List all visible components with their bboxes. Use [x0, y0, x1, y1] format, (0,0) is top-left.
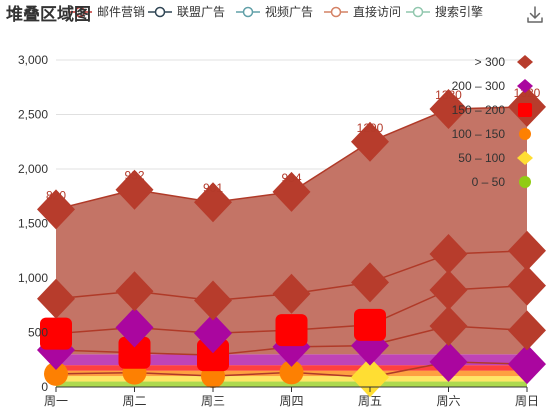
legend-label: 联盟广告 [177, 5, 225, 19]
legend-item[interactable]: 邮件营销 [68, 5, 145, 19]
x-tick-label: 周二 [122, 394, 146, 408]
series-3-marker [429, 269, 468, 310]
series-1-marker [508, 344, 546, 385]
data-labels: 820 932 901 934 1290 1330 1320 [46, 86, 541, 202]
series-5-marker [429, 89, 468, 130]
legend: 邮件营销 联盟广告 视频广告 直接访问 搜索引擎 [68, 4, 483, 19]
download-icon[interactable] [527, 6, 543, 23]
visual-map: > 300 200 – 300 150 – 200 100 – 150 50 – 100… [452, 55, 533, 189]
x-tick-label: 周五 [358, 394, 382, 408]
series-4-marker [351, 262, 389, 303]
legend-symbol [330, 6, 342, 18]
visual-map-label: 100 – 150 [452, 127, 506, 141]
visual-map-label: 150 – 200 [452, 103, 506, 117]
series-3-marker [194, 313, 232, 354]
x-tick-label: 周一 [44, 394, 68, 408]
series-4-marker [272, 273, 311, 314]
data-label: 932 [124, 169, 144, 183]
series-3-marker [508, 265, 546, 306]
y-tick-label: 2,500 [18, 108, 48, 122]
series-1-marker [429, 341, 468, 382]
series-2-marker [197, 339, 229, 372]
series-2-marker [429, 305, 468, 346]
data-label: 934 [281, 171, 301, 185]
series-4-marker [429, 234, 468, 275]
series-4-marker [194, 280, 232, 321]
series-4-marker [115, 271, 154, 312]
y-tick-label: 500 [28, 326, 48, 340]
y-tick-label: 1,000 [18, 271, 48, 285]
y-tick-label: 1,500 [18, 217, 48, 231]
data-label: 901 [203, 181, 223, 195]
data-label: 1290 [357, 121, 384, 135]
series-3-marker [115, 307, 154, 348]
visual-map-label: 0 – 50 [472, 175, 506, 189]
visual-map-swatch [519, 128, 531, 140]
series-2-marker [118, 336, 151, 369]
series-5-marker [272, 171, 311, 212]
series-4-marker [37, 278, 75, 319]
legend-item[interactable]: 视频广告 [236, 4, 313, 19]
legend-label: 搜索引擎 [435, 4, 483, 19]
x-tick-label: 周三 [201, 394, 225, 408]
legend-label: 邮件营销 [97, 5, 145, 19]
data-label: 1320 [514, 86, 541, 100]
data-label: 1330 [435, 88, 462, 102]
x-tick-label: 周六 [436, 394, 460, 408]
series-5-marker [194, 182, 232, 223]
legend-symbol [242, 6, 254, 18]
visual-map-swatch [517, 55, 533, 69]
series-3-marker [40, 317, 72, 350]
series-1-marker [44, 361, 68, 386]
visual-map-label: 50 – 100 [458, 151, 505, 165]
series-5-marker [37, 189, 75, 230]
legend-item[interactable]: 联盟广告 [148, 5, 225, 19]
legend-item[interactable]: 搜索引擎 [406, 4, 483, 19]
data-label: 820 [46, 188, 66, 202]
series-4-marker [508, 230, 546, 271]
y-tick-label: 2,000 [18, 162, 48, 176]
y-tick-label: 3,000 [18, 53, 48, 67]
legend-label: 视频广告 [265, 4, 313, 19]
x-tick-label: 周四 [279, 394, 303, 408]
series-3-marker [275, 314, 308, 347]
visual-map-label: 200 – 300 [452, 79, 506, 93]
visual-map-swatch [517, 151, 533, 165]
series-markers [37, 86, 546, 398]
series-1-marker [279, 360, 304, 385]
series-2-marker [508, 310, 546, 351]
legend-symbol [74, 6, 86, 18]
series-5-marker [115, 169, 154, 210]
series-3-marker [354, 308, 386, 341]
visual-map-swatch [519, 176, 531, 188]
visual-map-label: > 300 [475, 55, 506, 69]
visual-map-swatch [518, 103, 532, 117]
axes: 0 500 1,000 1,500 2,000 2,500 3,000 周一 周二 周三 周四 周五 周… [18, 53, 539, 408]
legend-item[interactable]: 直接访问 [324, 4, 401, 19]
chart-title: 堆叠区域图 [6, 4, 91, 24]
legend-symbol [154, 6, 166, 18]
legend-symbol [412, 6, 424, 18]
legend-label: 直接访问 [353, 4, 401, 19]
x-tick-label: 周日 [515, 394, 539, 408]
series-5-marker [351, 121, 389, 162]
visual-map-swatch [517, 79, 533, 93]
y-tick-label: 0 [41, 380, 48, 394]
